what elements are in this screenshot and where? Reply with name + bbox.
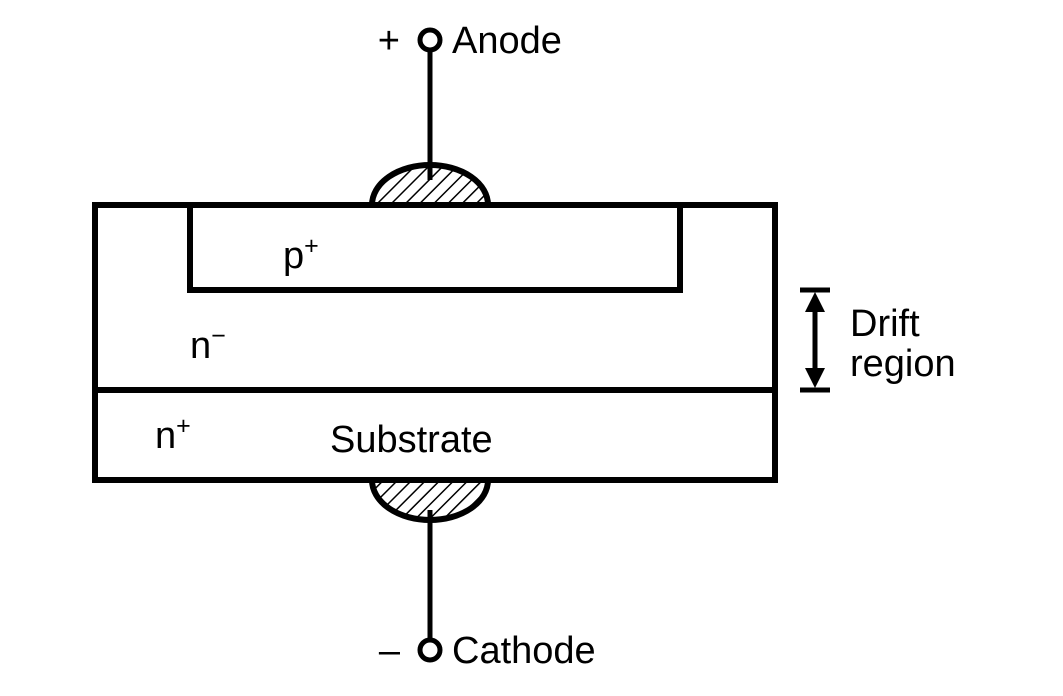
anode-terminal (420, 30, 440, 50)
drift-region-label-1: Drift (850, 303, 920, 345)
cathode-label: Cathode (452, 630, 596, 672)
anode-sign: + (378, 20, 400, 62)
cathode-terminal (420, 640, 440, 660)
substrate-label: Substrate (330, 419, 493, 461)
drift-region-label-2: region (850, 343, 956, 385)
anode-label: Anode (452, 20, 562, 62)
cathode-sign: – (379, 630, 401, 672)
